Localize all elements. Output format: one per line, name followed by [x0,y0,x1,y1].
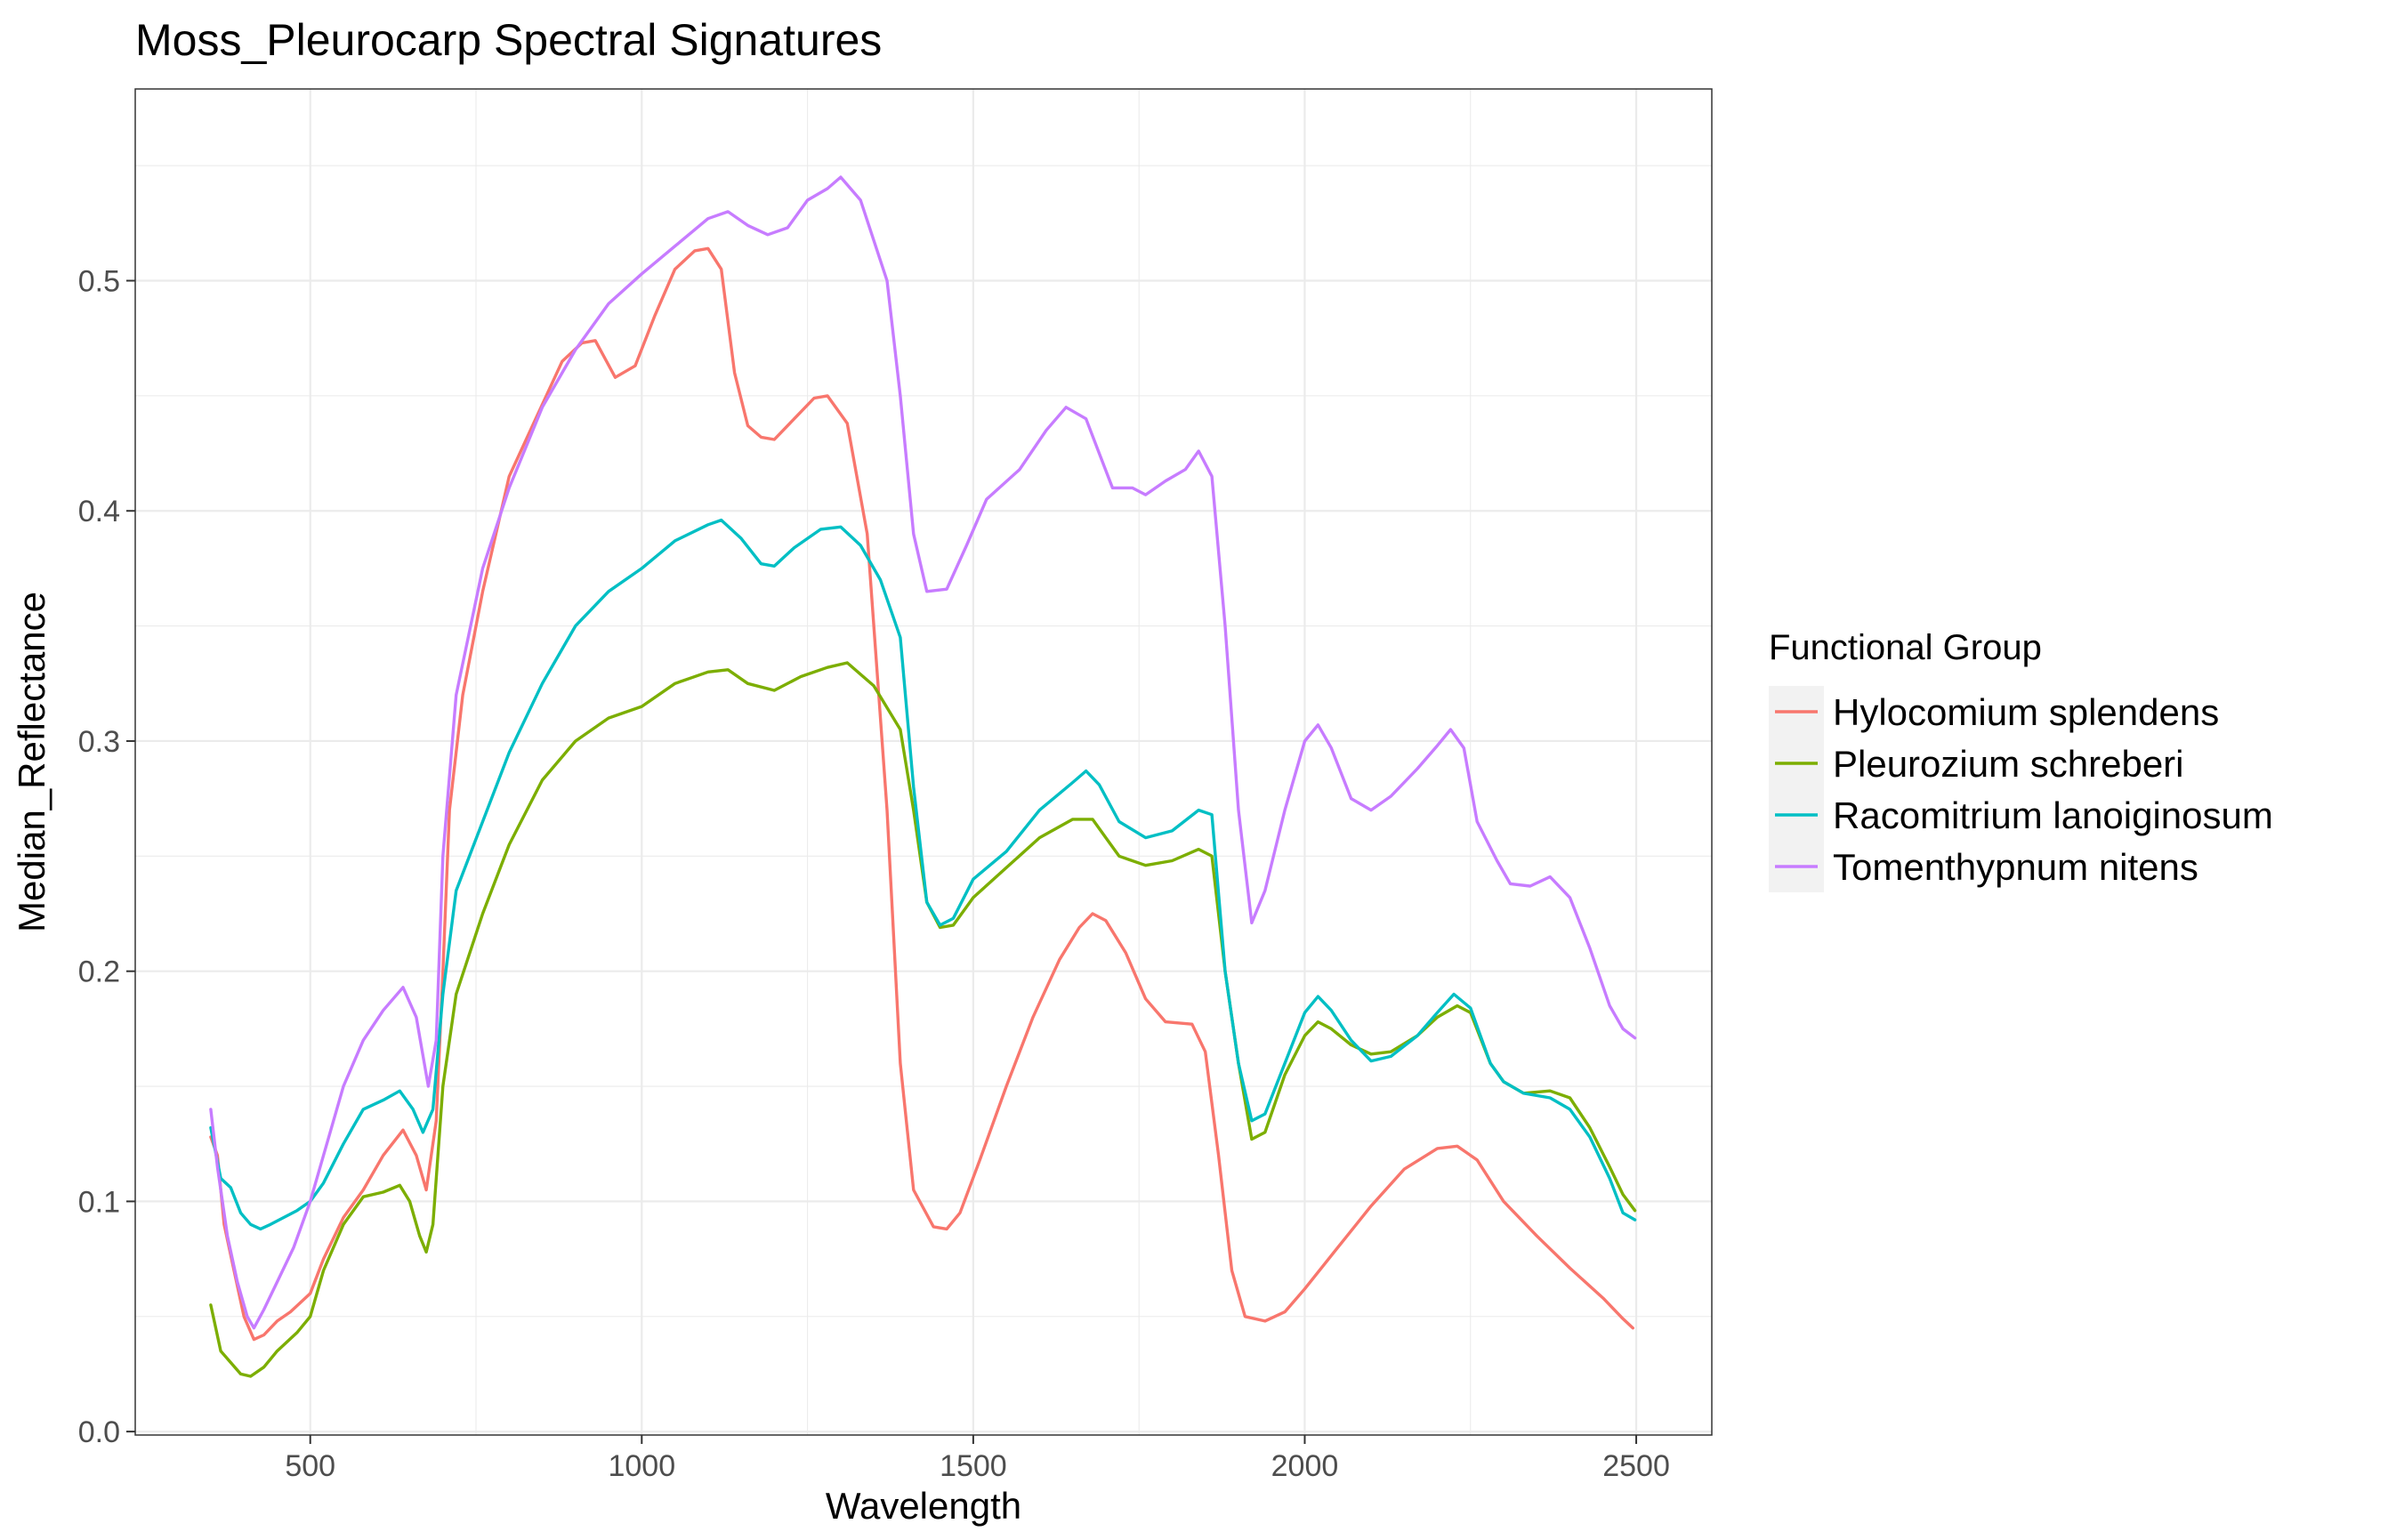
plot-background [135,89,1712,1435]
legend: Functional Group Hylocomium splendens Ple… [1769,628,2273,892]
y-tick-label: 0.1 [78,1185,120,1219]
series-line-racomitrium-lanoiginosum [209,518,1637,1231]
legend-label: Tomenthypnum nitens [1833,846,2198,888]
series-lines [209,175,1637,1378]
x-tick-label: 1000 [608,1449,675,1483]
y-tick-label: 0.5 [78,265,120,299]
x-tick-label: 1500 [940,1449,1007,1483]
legend-label: Hylocomium splendens [1833,691,2219,733]
y-axis: 0.0 0.1 0.2 0.3 0.4 0.5 [78,265,135,1449]
grid [135,89,1712,1435]
y-tick-label: 0.2 [78,955,120,989]
x-axis-title: Wavelength [826,1485,1021,1527]
legend-label: Racomitrium lanoiginosum [1833,794,2273,836]
y-axis-title: Median_Reflectance [11,592,52,932]
plot-border [134,88,1713,1436]
y-tick-label: 0.3 [78,725,120,759]
y-tick-label: 0.0 [78,1415,120,1449]
legend-items: Hylocomium splendens Pleurozium schreberi… [1769,686,2273,892]
x-tick-label: 2500 [1602,1449,1670,1483]
plot-area [134,88,1713,1436]
chart-title: Moss_Pleurocarp Spectral Signatures [135,15,882,65]
x-tick-label: 2000 [1271,1449,1339,1483]
y-tick-label: 0.4 [78,495,120,528]
series-line-hylocomium-splendens [209,246,1634,1342]
x-axis: 500 1000 1500 2000 2500 [285,1435,1670,1483]
series-line-tomenthypnum-nitens [209,175,1637,1330]
legend-label: Pleurozium schreberi [1833,743,2184,785]
x-tick-label: 500 [285,1449,335,1483]
legend-title: Functional Group [1769,628,2042,667]
